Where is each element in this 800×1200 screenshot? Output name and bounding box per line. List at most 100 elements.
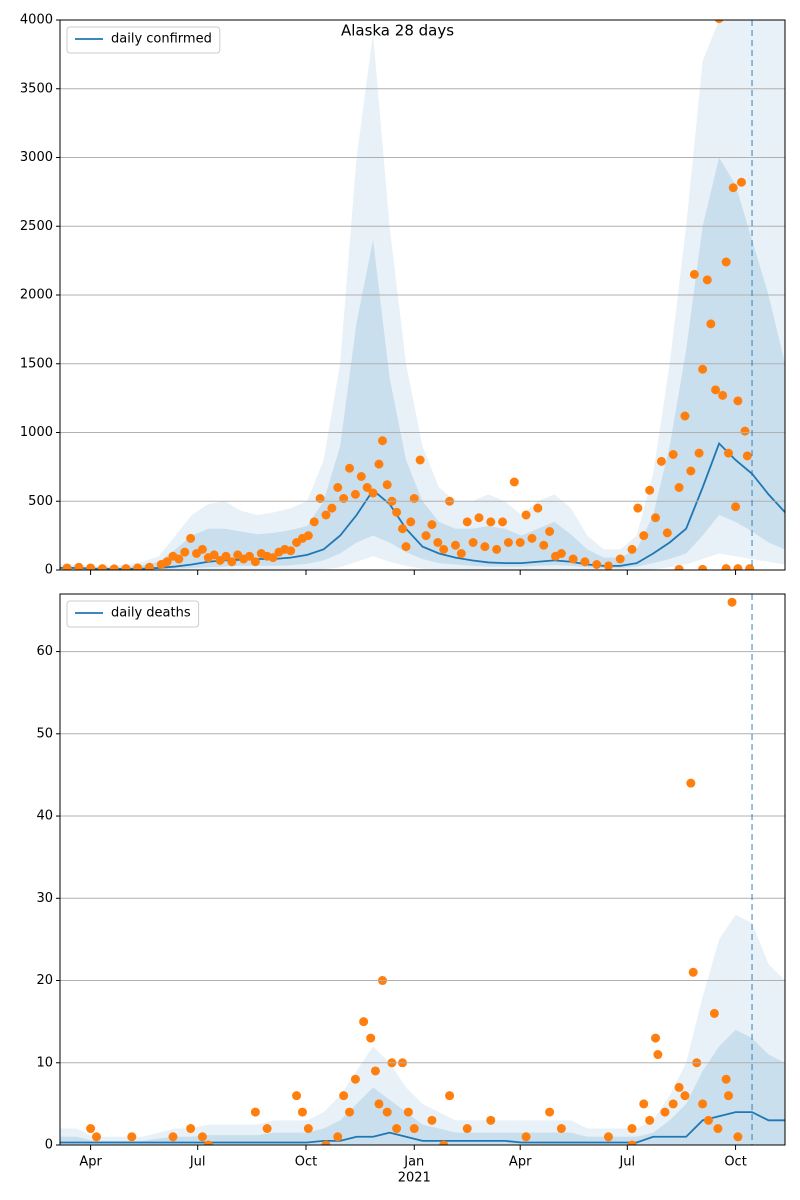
data-point xyxy=(333,483,343,492)
data-point xyxy=(718,390,728,400)
data-point xyxy=(615,554,625,564)
y-tick-label: 40 xyxy=(36,809,53,824)
data-point xyxy=(686,778,696,788)
y-tick-label: 60 xyxy=(36,644,53,659)
data-point xyxy=(486,1115,496,1125)
data-point xyxy=(286,546,296,556)
data-point xyxy=(292,1091,302,1101)
data-point xyxy=(689,269,699,279)
data-point xyxy=(133,563,143,570)
data-point xyxy=(698,1099,708,1109)
data-point xyxy=(250,1107,260,1117)
data-point xyxy=(688,967,698,977)
data-point xyxy=(168,1132,178,1142)
data-point xyxy=(86,563,96,570)
y-tick-label: 500 xyxy=(28,494,53,509)
y-tick-label: 0 xyxy=(45,563,53,578)
data-point xyxy=(545,1107,555,1117)
data-point xyxy=(392,1124,402,1134)
data-point xyxy=(121,564,131,570)
x-tick-label: Jan xyxy=(403,1155,424,1170)
data-point xyxy=(303,1124,313,1134)
data-point xyxy=(262,1124,272,1134)
data-point xyxy=(728,183,738,193)
data-point xyxy=(742,451,752,461)
plot-area xyxy=(60,20,785,570)
data-point xyxy=(197,1132,207,1142)
x-tick-label: Oct xyxy=(724,1155,746,1170)
data-point xyxy=(653,1050,663,1060)
data-point xyxy=(197,544,207,554)
data-point xyxy=(327,503,337,513)
data-point xyxy=(706,319,716,329)
data-point xyxy=(694,448,704,458)
legend-label: daily deaths xyxy=(111,606,191,621)
data-point xyxy=(382,1107,392,1117)
data-point xyxy=(503,538,513,547)
data-point xyxy=(733,564,743,570)
data-point xyxy=(521,1132,531,1142)
y-tick-label: 30 xyxy=(36,891,53,906)
data-point xyxy=(392,507,402,517)
data-point xyxy=(86,1124,96,1134)
data-point xyxy=(556,1124,566,1134)
data-point xyxy=(382,480,392,490)
data-point xyxy=(462,517,472,527)
x-year-label: 2021 xyxy=(398,1171,431,1186)
data-point xyxy=(209,550,219,560)
data-point xyxy=(445,1091,455,1101)
data-point xyxy=(656,456,666,466)
data-point xyxy=(633,503,643,513)
data-point xyxy=(377,436,387,446)
data-point xyxy=(333,1132,343,1142)
data-point xyxy=(515,538,525,547)
data-point xyxy=(714,20,724,24)
data-point xyxy=(668,1099,678,1109)
data-point xyxy=(144,562,154,570)
data-point xyxy=(474,513,484,523)
data-point xyxy=(127,1132,137,1142)
data-point xyxy=(339,1091,349,1101)
data-point xyxy=(162,557,172,567)
data-point xyxy=(415,455,425,465)
data-point xyxy=(509,477,519,487)
legend-box xyxy=(66,600,200,628)
data-point xyxy=(345,463,355,473)
line xyxy=(60,1111,785,1144)
data-point xyxy=(468,538,478,547)
y-tick-label: 3500 xyxy=(20,81,53,96)
data-point xyxy=(439,1140,449,1145)
data-point xyxy=(74,562,84,570)
x-tick-label: Jul xyxy=(189,1155,206,1170)
data-point xyxy=(350,1074,360,1084)
data-point xyxy=(651,513,661,523)
data-point xyxy=(244,551,254,561)
data-point xyxy=(702,275,712,285)
y-tick-label: 2500 xyxy=(20,219,53,234)
legend-box xyxy=(66,26,221,54)
data-point xyxy=(651,1033,661,1043)
data-point xyxy=(401,542,411,552)
band xyxy=(60,1029,785,1145)
chart-title: Alaska 28 days xyxy=(341,22,454,40)
data-point xyxy=(568,554,578,564)
data-point xyxy=(686,466,696,476)
data-point xyxy=(724,448,734,458)
data-point xyxy=(350,489,360,499)
x-tick-label: Oct xyxy=(295,1155,317,1170)
data-point xyxy=(450,540,460,550)
y-tick-label: 1500 xyxy=(20,356,53,371)
data-point xyxy=(309,517,319,527)
data-point xyxy=(374,1099,384,1109)
data-point xyxy=(674,564,684,570)
data-point xyxy=(731,502,741,512)
axes-frame xyxy=(59,19,786,571)
data-point xyxy=(397,524,407,534)
y-tick-label: 50 xyxy=(36,726,53,741)
axes-frame xyxy=(59,593,786,1146)
data-point xyxy=(433,538,443,547)
data-point xyxy=(297,1107,307,1117)
data-point xyxy=(721,257,731,267)
data-point xyxy=(180,547,190,557)
